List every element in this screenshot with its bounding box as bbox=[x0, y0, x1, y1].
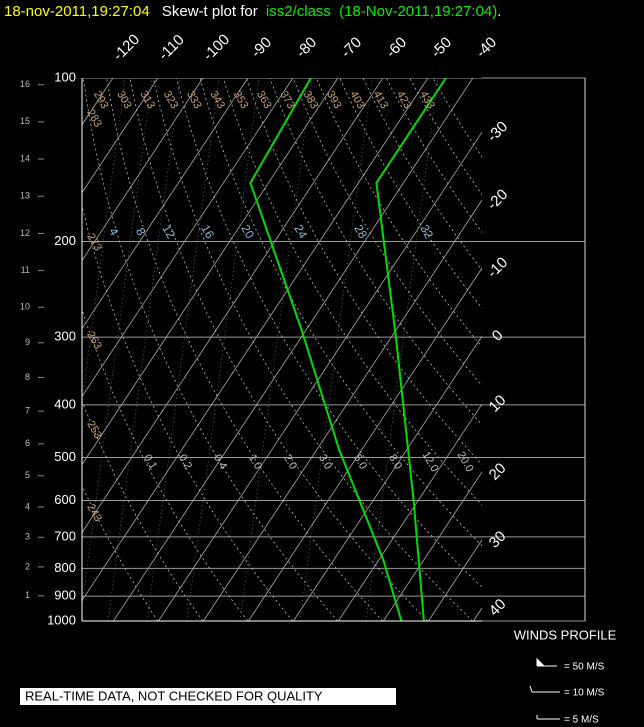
isotherm bbox=[82, 78, 249, 330]
height-tick-label: 2 bbox=[25, 561, 30, 571]
dry-adiabat bbox=[222, 78, 482, 506]
chart-title: 18-nov-2011,19:27:04 Skew-t plot for iss… bbox=[4, 3, 501, 20]
isotherm bbox=[338, 403, 482, 621]
isotherm bbox=[203, 199, 482, 621]
title-time: 18-nov-2011,19:27:04 bbox=[4, 3, 150, 20]
height-tick-label: 10 bbox=[20, 302, 30, 312]
title-end: . bbox=[497, 3, 501, 20]
isotherm bbox=[383, 471, 482, 621]
isotherm bbox=[113, 78, 474, 621]
pressure-tick-label: 500 bbox=[54, 449, 76, 464]
dry-adiabat bbox=[82, 399, 204, 621]
mixing-ratio-line bbox=[239, 78, 313, 621]
isotherm bbox=[82, 78, 384, 534]
sounding-line bbox=[375, 78, 447, 621]
dry-adiabat bbox=[106, 78, 383, 621]
dry-adiabat bbox=[129, 78, 428, 621]
height-tick-label: 13 bbox=[20, 191, 30, 201]
isotherm bbox=[82, 78, 294, 398]
dry-adiabat bbox=[82, 78, 339, 621]
isotherm bbox=[82, 78, 339, 466]
pressure-tick-label: 1000 bbox=[47, 612, 76, 627]
dry-adiabat bbox=[82, 484, 159, 621]
height-tick-label: 16 bbox=[20, 79, 30, 89]
title-source: iss2/class bbox=[266, 3, 331, 20]
notice-box bbox=[20, 688, 396, 705]
mixing-ratio-label: 24 bbox=[291, 222, 310, 241]
height-tick-label: 3 bbox=[25, 532, 30, 542]
dry-adiabat bbox=[152, 78, 473, 621]
pressure-tick-label: 800 bbox=[54, 560, 76, 575]
mixing-ratio-label: 12 bbox=[159, 222, 178, 241]
plot-area bbox=[82, 78, 482, 621]
isotherm bbox=[82, 78, 429, 602]
pressure-tick-label: 200 bbox=[54, 233, 76, 248]
isotherm bbox=[158, 131, 482, 621]
mixing-ratio-label: 28 bbox=[351, 222, 370, 241]
isotherm bbox=[248, 267, 482, 621]
mixing-ratio-line bbox=[146, 78, 220, 621]
mixing-ratio-label: 32 bbox=[417, 222, 436, 241]
mixing-ratio-line bbox=[186, 78, 260, 621]
winds-legend-entry: = 5 M/S bbox=[564, 715, 599, 726]
mixing-ratio-line bbox=[107, 78, 181, 621]
dry-adiabat bbox=[199, 78, 482, 547]
mixing-ratio-line bbox=[82, 78, 153, 609]
height-tick-label: 8 bbox=[25, 372, 30, 382]
winds-legend-entry: = 10 M/S bbox=[564, 688, 605, 699]
isotherm bbox=[82, 78, 159, 194]
barb-icons bbox=[529, 657, 560, 720]
notice: REAL-TIME DATA, NOT CHECKED FOR QUALITY bbox=[25, 688, 323, 703]
mixing-ratio-label: 16 bbox=[198, 222, 217, 241]
mixing-ratio-line bbox=[365, 78, 439, 621]
height-tick-label: 15 bbox=[20, 116, 30, 126]
pressure-tick-label: 100 bbox=[54, 69, 76, 84]
isotherm bbox=[82, 78, 204, 262]
sounding-line bbox=[249, 78, 403, 621]
mixing-ratio-label: 20 bbox=[238, 222, 257, 241]
title-source-time: (18-Nov-2011,19:27:04) bbox=[339, 3, 497, 20]
height-tick-label: 4 bbox=[25, 501, 30, 511]
isotherm bbox=[293, 335, 482, 621]
pressure-tick-label: 600 bbox=[54, 492, 76, 507]
height-tick-label: 5 bbox=[25, 470, 30, 480]
height-tick-label: 1 bbox=[25, 590, 30, 600]
height-tick-label: 9 bbox=[25, 337, 30, 347]
pressure-tick-label: 700 bbox=[54, 528, 76, 543]
mixing-ratio-line bbox=[299, 78, 373, 621]
pressure-tick-label: 400 bbox=[54, 396, 76, 411]
winds-legend-entry: = 50 M/S bbox=[564, 662, 605, 673]
dry-adiabat bbox=[176, 78, 482, 588]
mixing-ratio-line bbox=[82, 78, 126, 405]
height-tick-label: 12 bbox=[20, 228, 30, 238]
height-tick-label: 11 bbox=[21, 265, 30, 275]
height-tick-label: 7 bbox=[25, 405, 30, 415]
title-text: Skew-t plot for bbox=[162, 3, 258, 20]
winds-title: WINDS PROFILE bbox=[514, 627, 617, 642]
pressure-tick-label: 900 bbox=[54, 588, 76, 603]
height-tick-label: 6 bbox=[25, 438, 30, 448]
pressure-tick-label: 300 bbox=[54, 329, 76, 344]
height-tick-label: 14 bbox=[20, 153, 30, 163]
